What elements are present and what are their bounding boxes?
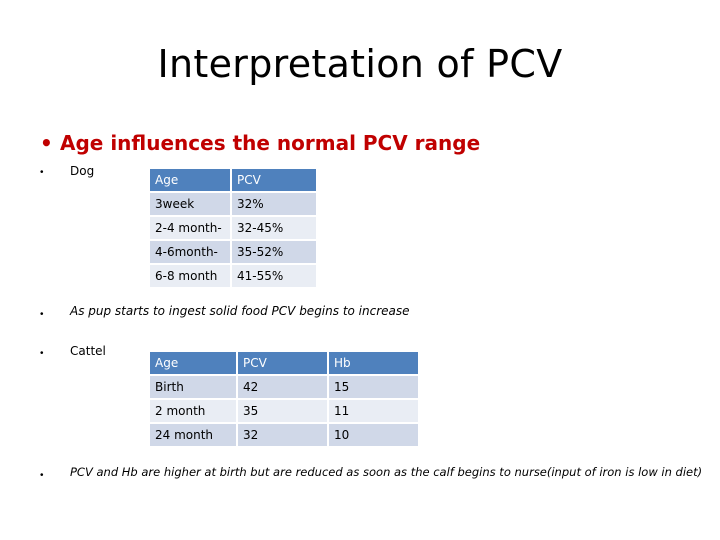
table-header-cell: Age: [150, 352, 236, 374]
table-row: 6-8 month 41-55%: [150, 265, 316, 287]
table-cell: 2 month: [150, 400, 236, 422]
table-cell: 10: [327, 424, 418, 446]
table-cell: 15: [327, 376, 418, 398]
table-cell: 2-4 month-: [150, 217, 230, 239]
pup-note: As pup starts to ingest solid food PCV b…: [70, 304, 410, 318]
calf-note: PCV and Hb are higher at birth but are r…: [70, 465, 703, 479]
bullet-icon: •: [40, 167, 44, 178]
table-cell: Birth: [150, 376, 236, 398]
dog-pcv-table: Age PCV 3week 32% 2-4 month- 32-45% 4-6m…: [150, 167, 316, 289]
table-row: 2 month 35 11: [150, 400, 418, 422]
table-header-row: Age PCV: [150, 169, 316, 191]
cattle-label: Cattel: [70, 344, 106, 358]
table-cell: 11: [327, 400, 418, 422]
cattle-pcv-table: Age PCV Hb Birth 42 15 2 month 35 11 24 …: [150, 350, 418, 448]
table-row: 2-4 month- 32-45%: [150, 217, 316, 239]
table-cell: 6-8 month: [150, 265, 230, 287]
table-cell: 32: [236, 424, 327, 446]
table-row: 4-6month- 35-52%: [150, 241, 316, 263]
table-row: 24 month 32 10: [150, 424, 418, 446]
table-header-cell: Age: [150, 169, 230, 191]
table-header-cell: PCV: [230, 169, 316, 191]
bullet-icon: •: [40, 309, 44, 320]
main-bullet: • Age influences the normal PCV range: [40, 131, 480, 155]
table-header-cell: PCV: [236, 352, 327, 374]
dog-label: Dog: [70, 164, 95, 178]
table-cell: 3week: [150, 193, 230, 215]
bullet-icon: •: [40, 131, 53, 155]
table-header-cell: Hb: [327, 352, 418, 374]
table-cell: 41-55%: [230, 265, 316, 287]
slide-title: Interpretation of PCV: [157, 42, 563, 86]
table-cell: 35-52%: [230, 241, 316, 263]
table-cell: 42: [236, 376, 327, 398]
table-header-row: Age PCV Hb: [150, 352, 418, 374]
table-cell: 35: [236, 400, 327, 422]
main-point-text: Age influences the normal PCV range: [60, 131, 481, 155]
table-cell: 32%: [230, 193, 316, 215]
table-row: 3week 32%: [150, 193, 316, 215]
bullet-icon: •: [40, 470, 44, 481]
table-cell: 24 month: [150, 424, 236, 446]
table-cell: 32-45%: [230, 217, 316, 239]
bullet-icon: •: [40, 348, 44, 359]
table-row: Birth 42 15: [150, 376, 418, 398]
table-cell: 4-6month-: [150, 241, 230, 263]
